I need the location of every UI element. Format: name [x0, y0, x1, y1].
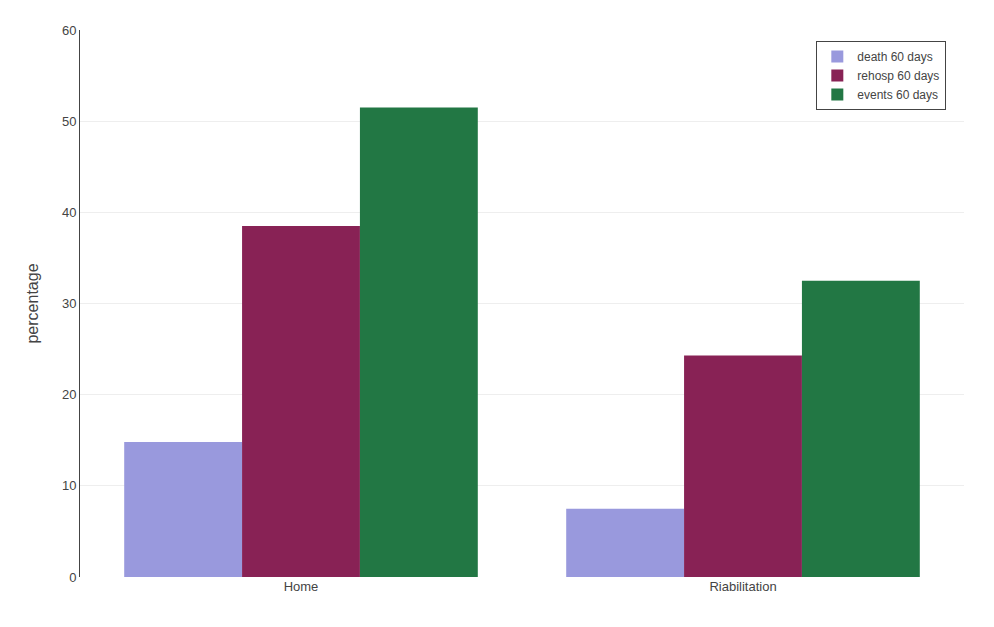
svg-text:60: 60 — [62, 23, 76, 38]
svg-text:0: 0 — [69, 570, 76, 585]
svg-text:20: 20 — [62, 387, 76, 402]
svg-text:Home: Home — [284, 579, 319, 594]
svg-text:rehosp 60 days: rehosp 60 days — [857, 69, 939, 83]
svg-text:events 60 days: events 60 days — [857, 88, 938, 102]
svg-text:death 60 days: death 60 days — [857, 50, 932, 64]
svg-text:10: 10 — [62, 478, 76, 493]
svg-text:percentage: percentage — [24, 263, 41, 343]
svg-text:40: 40 — [62, 205, 76, 220]
svg-text:30: 30 — [62, 296, 76, 311]
svg-text:Riabilitation: Riabilitation — [709, 579, 776, 594]
svg-text:50: 50 — [62, 114, 76, 129]
